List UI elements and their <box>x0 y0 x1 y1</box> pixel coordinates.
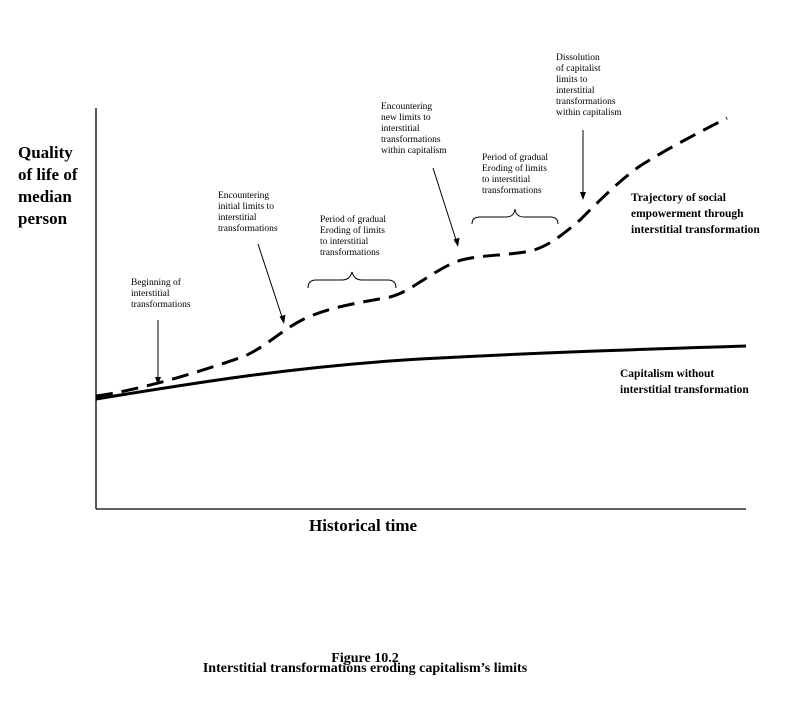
annotation-new-limits: Encountering new limits to interstitial … <box>381 102 447 156</box>
solid-curve <box>95 344 747 401</box>
arrow-new-limits <box>432 167 460 247</box>
annotation-dissolution: Dissolution of capitalist limits to inte… <box>556 53 622 118</box>
brace-gradual-1 <box>307 271 397 289</box>
annotation-gradual-2: Period of gradual Eroding of limits to i… <box>482 153 548 196</box>
brace-gradual-2 <box>471 208 559 225</box>
annotation-beginning: Beginning of interstitial transformation… <box>131 278 191 310</box>
arrow-beginning <box>155 320 161 385</box>
figure-number: Figure 10.2 <box>331 651 399 666</box>
dashed-curve <box>95 116 728 398</box>
x-axis-label: Historical time <box>309 516 418 535</box>
arrow-initial-limits <box>257 243 286 324</box>
arrow-dissolution <box>580 130 586 200</box>
y-axis-label: Quality of life of median person <box>18 143 78 228</box>
solid-series-label: Capitalism without interstitial transfor… <box>620 368 749 396</box>
figure-title: Interstitial transformations eroding cap… <box>202 661 528 676</box>
annotation-initial-limits: Encountering initial limits to interstit… <box>218 191 278 234</box>
dashed-series-label: Trajectory of social empowerment through… <box>631 192 760 236</box>
annotation-gradual-1: Period of gradual Eroding of limits to i… <box>320 215 386 258</box>
